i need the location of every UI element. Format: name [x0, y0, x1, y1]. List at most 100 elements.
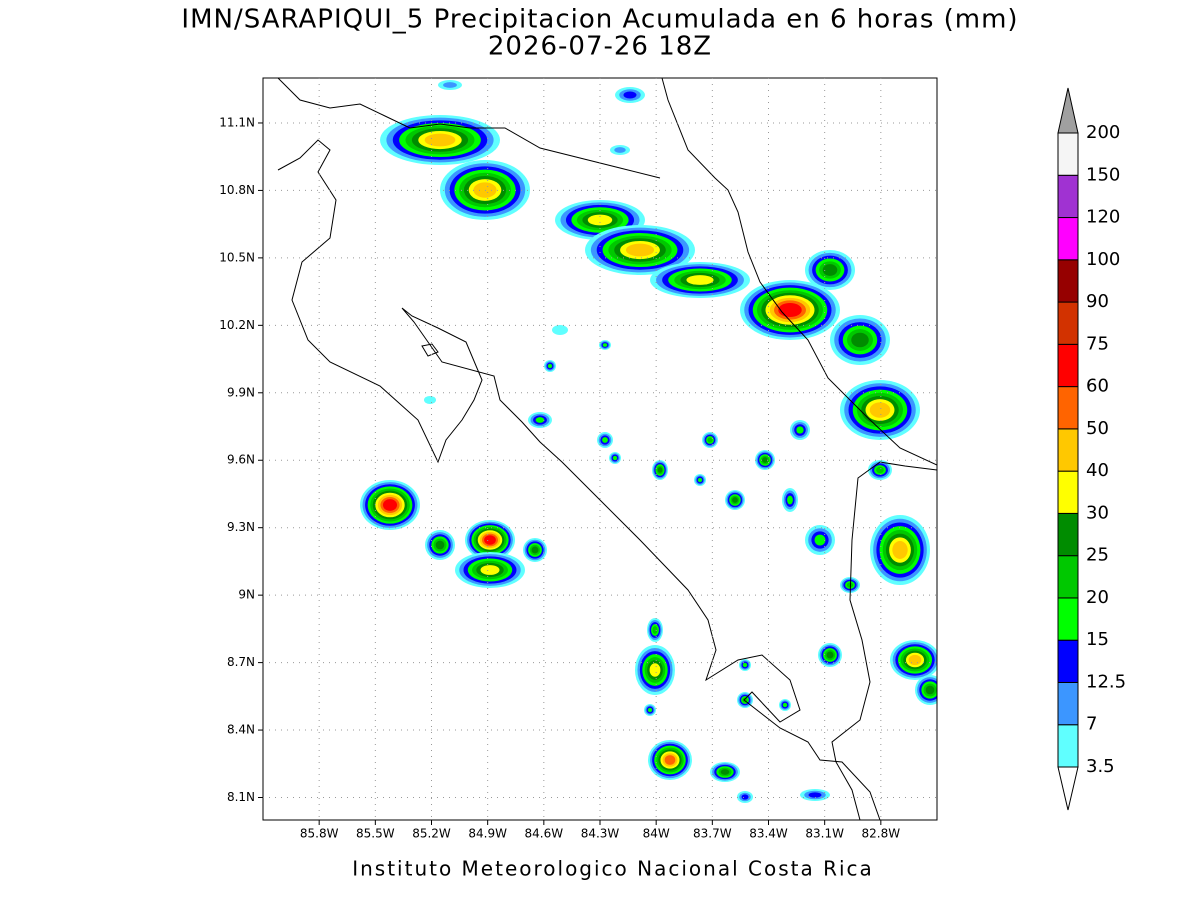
x-tick-label: 84.6W: [525, 827, 564, 841]
precip-contour: [587, 214, 613, 226]
axes: 85.8W 85.5W 85.2W 84.9W 84.6W 84.3W 84W 83.7W 83…: [219, 78, 937, 841]
colorbar-label: 120: [1086, 207, 1120, 228]
precip-contour: [826, 651, 834, 659]
colorbar-label: 100: [1086, 249, 1120, 270]
precip-contour: [382, 499, 398, 511]
nicaragua-border: [277, 78, 661, 179]
precip-contour: [869, 402, 891, 418]
panama-border: [831, 461, 937, 820]
colorbar-label: 150: [1086, 164, 1120, 185]
y-tick-label: 10.5N: [219, 250, 255, 264]
y-tick-label: 8.4N: [227, 723, 255, 737]
precip-contour: [796, 426, 804, 434]
x-tick-label: 84W: [643, 827, 670, 841]
y-tick-label: 9.6N: [227, 453, 255, 467]
caribbean-coast: [661, 78, 937, 466]
precip-contour: [720, 769, 730, 775]
colorbar-box: [1057, 428, 1079, 472]
colorbar-label: 50: [1086, 418, 1109, 439]
colorbar-box: [1057, 681, 1079, 726]
colorbar-box: [1057, 174, 1079, 219]
colorbar-label: 15: [1086, 629, 1109, 650]
y-tick-label: 8.1N: [227, 790, 255, 804]
colorbar-box: [1057, 259, 1079, 303]
y-tick-label: 11.1N: [219, 115, 255, 129]
precip-contour: [484, 535, 496, 545]
colorbar-box: [1057, 597, 1079, 641]
colorbar-label: 20: [1086, 587, 1109, 608]
x-tick-label: 83.1W: [805, 827, 844, 841]
x-tick-label: 85.2W: [412, 827, 451, 841]
precip-contour: [623, 91, 637, 99]
precip-contour: [787, 495, 793, 505]
y-tick-label: 8.7N: [227, 655, 255, 669]
map-subtitle: 2026-07-26 18Z: [488, 32, 712, 62]
colorbar-box: [1057, 639, 1079, 683]
x-tick-label: 83.7W: [693, 827, 732, 841]
precip-contour: [778, 302, 802, 318]
precip-contour: [657, 467, 663, 473]
pacific-coast: [277, 139, 881, 820]
precip-contour: [424, 396, 436, 404]
precip-contour: [547, 363, 553, 369]
precip-contour: [876, 466, 884, 474]
colorbar-box: [1057, 343, 1079, 388]
precip-contour: [851, 332, 869, 348]
precip-contour: [732, 497, 738, 503]
y-tick-label: 10.2N: [219, 318, 255, 332]
colorbar-box: [1057, 217, 1079, 261]
precip-contour: [925, 685, 935, 695]
precip-contour: [742, 662, 748, 668]
precip-contour: [908, 654, 922, 666]
precip-contour: [762, 457, 768, 463]
precip-contour: [697, 477, 703, 483]
colorbar-label: 12.5: [1086, 671, 1126, 692]
precip-contour: [686, 275, 714, 285]
precip-contour: [664, 755, 676, 765]
precip-contour: [647, 707, 653, 713]
colorbar-under: [1057, 766, 1079, 811]
colorbar: 3.5 7 12.5 15 20 25 30 40 50 60 75 90 100 120 150 200: [1057, 87, 1126, 811]
colorbar-label: 7: [1086, 714, 1097, 735]
x-tick-label: 84.9W: [468, 827, 507, 841]
y-tick-label: 9N: [238, 588, 255, 602]
colorbar-box: [1057, 132, 1079, 176]
coastlines: [277, 78, 937, 820]
nicoya-island: [421, 343, 439, 357]
colorbar-box: [1057, 512, 1079, 557]
x-tick-label: 82.8W: [862, 827, 901, 841]
colorbar-label: 40: [1086, 460, 1109, 481]
precip-contour: [612, 455, 618, 461]
x-tick-label: 85.8W: [300, 827, 339, 841]
colorbar-label: 30: [1086, 502, 1109, 523]
precip-contour: [443, 82, 457, 88]
precip-contour: [480, 565, 500, 575]
colorbar-box: [1057, 386, 1079, 430]
precip-contour: [808, 792, 822, 798]
map-title: IMN/SARAPIQUI_5 Precipitacion Acumulada …: [181, 5, 1018, 35]
colorbar-label: 75: [1086, 333, 1109, 354]
colorbar-label: 90: [1086, 291, 1109, 312]
x-tick-label: 85.5W: [356, 827, 395, 841]
precip-contour: [602, 437, 608, 443]
precip-contour: [602, 343, 608, 347]
precip-contour: [741, 794, 749, 800]
precip-contour: [652, 626, 658, 634]
colorbar-box: [1057, 555, 1079, 599]
precip-contour: [614, 147, 626, 153]
precipitation-field: [360, 80, 937, 803]
precip-contour: [707, 437, 713, 443]
colorbar-over: [1057, 87, 1079, 134]
precip-contour: [552, 325, 568, 335]
x-tick-label: 83.4W: [749, 827, 788, 841]
precip-contour: [531, 546, 539, 554]
y-tick-label: 9.9N: [227, 385, 255, 399]
precip-contour: [814, 534, 826, 546]
precip-contour: [535, 417, 545, 423]
precip-contour: [892, 541, 908, 559]
colorbar-label: 25: [1086, 545, 1109, 566]
precip-contour: [625, 243, 655, 257]
precip-contour: [435, 540, 445, 550]
colorbar-label: 60: [1086, 376, 1109, 397]
